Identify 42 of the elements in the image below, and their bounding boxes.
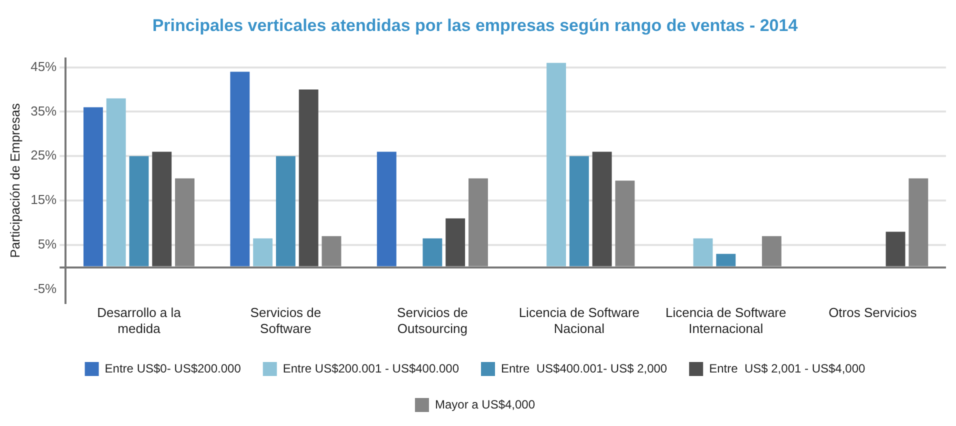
bar	[322, 236, 342, 266]
bar	[693, 238, 713, 266]
legend-label: Mayor a US$4,000	[434, 397, 536, 412]
x-tick-label: Desarrollo a la medida	[97, 305, 182, 336]
legend-label: Entre US$ 2,001 - US$4,000	[709, 361, 866, 376]
bar	[762, 236, 782, 266]
bar	[908, 178, 928, 266]
y-tick-label: 35%	[30, 103, 58, 118]
bar	[592, 152, 612, 266]
x-tick-label: Otros Servicios	[828, 305, 918, 320]
chart-title: Principales verticales atendidas por las empresas según rango de ventas - 2014	[152, 16, 798, 35]
legend-label: Entre US$400.001- US$ 2,000	[501, 361, 668, 376]
bar	[298, 90, 318, 266]
bar	[83, 107, 103, 266]
bar	[886, 232, 906, 266]
bar	[253, 238, 273, 266]
bar	[468, 178, 488, 266]
bar	[716, 254, 736, 266]
y-axis-title: Participación de Empresas	[7, 102, 22, 258]
y-tick-label: -5%	[33, 281, 58, 296]
bar	[175, 178, 194, 266]
y-tick-label: 15%	[30, 192, 58, 208]
bar	[446, 218, 466, 266]
bar	[230, 72, 250, 266]
bar	[276, 156, 296, 266]
bar	[106, 98, 126, 266]
y-tick-label: 25%	[30, 148, 58, 163]
legend-label: Entre US$0- US$200.000	[104, 361, 242, 376]
bar	[376, 152, 396, 266]
x-tick-label: Licencia de Software Nacional	[518, 305, 640, 336]
legend-label: Entre US$200.001 - US$400.000	[282, 361, 460, 376]
bar	[615, 180, 635, 266]
bar	[129, 156, 149, 266]
bar	[546, 62, 566, 266]
bar	[569, 156, 589, 266]
y-tick-label: 45%	[30, 58, 58, 74]
x-tick-label: Servicios de Software	[250, 305, 322, 336]
y-tick-label: 5%	[38, 236, 58, 252]
x-tick-label: Licencia de Software Internacional	[666, 305, 786, 336]
bar	[152, 152, 172, 266]
bar	[422, 238, 442, 266]
x-tick-label: Servicios de Outsourcing	[397, 305, 468, 336]
